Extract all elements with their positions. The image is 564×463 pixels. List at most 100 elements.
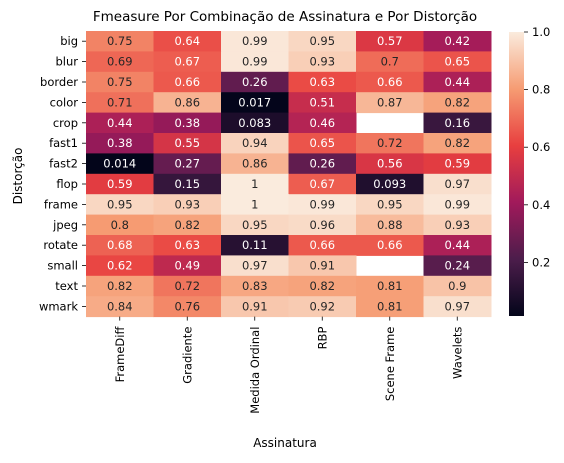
heatmap-cell bbox=[356, 235, 424, 256]
heatmap-cell bbox=[86, 235, 154, 256]
cell-value-label: 0.81 bbox=[377, 279, 403, 293]
heatmap-cell bbox=[86, 112, 154, 134]
heatmap-cell bbox=[423, 153, 492, 175]
heatmap-cell bbox=[153, 235, 222, 256]
heatmap-cell bbox=[221, 133, 289, 154]
heatmap-cell bbox=[221, 153, 289, 175]
heatmap-cell bbox=[423, 255, 492, 277]
heatmap-cell bbox=[153, 194, 222, 216]
heatmap-cell bbox=[221, 275, 289, 297]
cell-value-label: 0.15 bbox=[174, 177, 200, 191]
heatmap-cell bbox=[423, 112, 492, 134]
x-tick-labels: FrameDiff Gradiente Medida Ordinal RBP Scene… bbox=[113, 316, 464, 414]
cell-value-label: 0.82 bbox=[107, 279, 133, 293]
heatmap-cell bbox=[153, 92, 222, 114]
y-tick-label: color bbox=[50, 95, 79, 109]
cell-value-label: 0.87 bbox=[377, 95, 403, 109]
cell-value-label: 0.99 bbox=[444, 197, 470, 211]
heatmap-cell bbox=[356, 92, 424, 114]
heatmap-cell bbox=[356, 214, 424, 236]
y-tick-label: crop bbox=[53, 116, 78, 130]
heatmap-cell bbox=[153, 296, 222, 318]
cell-value-label: 0.96 bbox=[309, 218, 335, 232]
heatmap-cell bbox=[423, 194, 492, 216]
cell-value-label: 0.46 bbox=[309, 116, 335, 130]
cell-value-label: 0.93 bbox=[309, 55, 335, 69]
cell-value-label: 0.66 bbox=[377, 238, 403, 252]
heatmap-cell bbox=[356, 133, 424, 154]
cell-value-label: 0.91 bbox=[309, 259, 335, 273]
heatmap-cell bbox=[153, 51, 222, 73]
cell-value-label: 0.63 bbox=[309, 75, 335, 89]
cell-value-label: 0.86 bbox=[174, 95, 200, 109]
cell-value-label: 0.59 bbox=[107, 177, 133, 191]
heatmap-cell bbox=[356, 275, 424, 297]
heatmap-cell bbox=[153, 31, 222, 52]
heatmap-cell bbox=[153, 275, 222, 297]
heatmap-cell bbox=[288, 296, 357, 318]
heatmap-cell bbox=[221, 194, 289, 216]
heatmap-cell bbox=[153, 71, 222, 93]
heatmap-cell bbox=[423, 92, 492, 114]
cell-value-label: 0.88 bbox=[377, 218, 403, 232]
heatmap-cell bbox=[86, 194, 154, 216]
cell-value-label: 0.11 bbox=[242, 238, 268, 252]
cell-value-label: 0.67 bbox=[309, 177, 335, 191]
heatmap-cell bbox=[423, 214, 492, 236]
cell-value-label: 0.99 bbox=[242, 34, 268, 48]
heatmap-cell bbox=[288, 194, 357, 216]
colorbar-tick-label: 0.2 bbox=[532, 255, 550, 269]
heatmap-cell bbox=[153, 255, 222, 277]
heatmap-cell bbox=[288, 51, 357, 73]
cell-value-label: 0.71 bbox=[107, 95, 133, 109]
cell-value-label: 0.64 bbox=[174, 34, 200, 48]
heatmap-cell bbox=[356, 51, 424, 73]
heatmap-cell bbox=[288, 133, 357, 154]
cell-value-label: 0.75 bbox=[107, 75, 133, 89]
heatmap-cell bbox=[86, 31, 154, 52]
cell-value-label: 0.91 bbox=[242, 299, 268, 313]
heatmap-cell bbox=[356, 153, 424, 175]
cell-value-label: 0.65 bbox=[444, 55, 470, 69]
cell-value-label: 0.014 bbox=[103, 157, 136, 171]
heatmap-cell bbox=[423, 31, 492, 52]
cell-value-label: 0.99 bbox=[309, 197, 335, 211]
heatmap-cell bbox=[153, 133, 222, 154]
cell-value-label: 0.63 bbox=[174, 238, 200, 252]
heatmap-cell bbox=[221, 255, 289, 277]
heatmap-cell bbox=[153, 214, 222, 236]
heatmap-cell bbox=[423, 275, 492, 297]
heatmap-cell bbox=[86, 296, 154, 318]
colorbar-ticks: 0.2 0.4 0.6 0.8 1.0 bbox=[524, 25, 550, 269]
heatmap-cell bbox=[288, 275, 357, 297]
x-tick-label: RBP bbox=[315, 327, 329, 350]
colorbar-tick-label: 1.0 bbox=[532, 25, 550, 39]
x-tick-label: FrameDiff bbox=[113, 326, 127, 383]
x-tick-label: Scene Frame bbox=[383, 327, 397, 402]
cell-value-label: 0.26 bbox=[309, 157, 335, 171]
cell-value-label: 1 bbox=[251, 177, 258, 191]
heatmap-cell bbox=[221, 71, 289, 93]
cell-value-label: 0.95 bbox=[309, 34, 335, 48]
y-axis-label: Distorção bbox=[11, 148, 25, 205]
heatmap-cell bbox=[288, 214, 357, 236]
y-tick-label: big bbox=[60, 34, 78, 48]
cell-value-label: 0.95 bbox=[377, 197, 403, 211]
cell-value-label: 0.66 bbox=[309, 238, 335, 252]
heatmap-cell bbox=[288, 92, 357, 114]
heatmap-cell bbox=[288, 153, 357, 175]
cell-value-label: 0.44 bbox=[107, 116, 133, 130]
cell-value-label: 0.93 bbox=[174, 197, 200, 211]
cell-value-label: 0.66 bbox=[174, 75, 200, 89]
cell-value-label: 0.69 bbox=[107, 55, 133, 69]
cell-value-label: 0.94 bbox=[242, 136, 268, 150]
heatmap-cell bbox=[288, 71, 357, 93]
heatmap-cell bbox=[423, 71, 492, 93]
cell-value-label: 0.55 bbox=[174, 136, 200, 150]
heatmap-cell bbox=[356, 173, 424, 195]
cell-value-label: 0.59 bbox=[444, 157, 470, 171]
heatmap-cell bbox=[153, 153, 222, 175]
heatmap-cell bbox=[356, 194, 424, 216]
heatmap-cell bbox=[423, 173, 492, 195]
colorbar-tick-label: 0.4 bbox=[532, 198, 550, 212]
